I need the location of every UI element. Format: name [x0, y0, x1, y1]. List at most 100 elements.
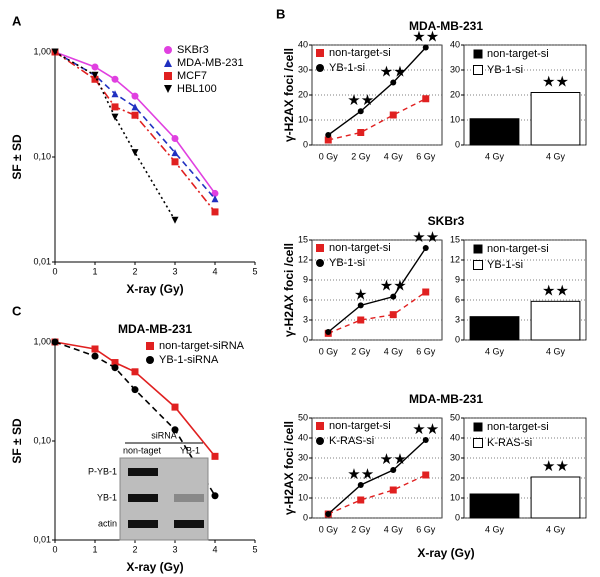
- marker: [325, 511, 332, 517]
- y-tick-label: 40: [298, 39, 308, 49]
- significance: ★★: [380, 278, 407, 295]
- y-tick-label: 0: [455, 139, 460, 149]
- x-tick-label: 4 Gy: [546, 346, 566, 356]
- marker: [473, 438, 483, 448]
- x-tick-label: 0 Gy: [319, 151, 339, 161]
- significance: ★★: [412, 28, 439, 45]
- marker: [390, 293, 397, 300]
- y-tick-label: 3: [455, 314, 460, 324]
- significance: ★★: [542, 73, 569, 90]
- marker: [389, 111, 397, 119]
- marker: [357, 482, 364, 488]
- marker: [111, 90, 119, 98]
- marker: [91, 345, 99, 353]
- x-axis-label: X-ray (Gy): [417, 546, 474, 560]
- inset-column: YB-1: [180, 445, 200, 455]
- blot-band: [174, 494, 204, 502]
- y-tick-label: 20: [450, 472, 460, 482]
- marker: [316, 259, 324, 267]
- y-tick-label: 20: [450, 89, 460, 99]
- x-tick-label: 0 Gy: [319, 524, 339, 534]
- panel-label: C: [12, 303, 22, 318]
- y-tick-label: 0: [303, 334, 308, 344]
- y-tick-label: 15: [298, 234, 308, 244]
- significance: ★★: [347, 466, 374, 483]
- legend-label: YB-1-si: [329, 62, 365, 74]
- series-line: [327, 291, 427, 334]
- series-line: [54, 341, 216, 497]
- marker: [111, 103, 119, 111]
- marker: [390, 79, 397, 86]
- marker: [164, 85, 172, 93]
- x-tick-label: 6 Gy: [416, 151, 436, 161]
- x-tick-label: 6 Gy: [416, 524, 436, 534]
- marker: [422, 288, 430, 296]
- y-tick-label: 40: [450, 432, 460, 442]
- inset-header: siRNA: [151, 430, 177, 440]
- blot-band: [128, 468, 158, 476]
- marker: [325, 132, 332, 138]
- marker: [473, 244, 483, 254]
- plot-frame: [311, 239, 443, 341]
- x-tick-label: 5: [252, 266, 257, 276]
- x-tick-label: 4 Gy: [546, 151, 566, 161]
- x-axis-label: X-ray (Gy): [126, 282, 183, 296]
- significance: ★★: [380, 63, 407, 80]
- x-tick-label: 4 Gy: [384, 524, 404, 534]
- legend-label: non-target-si: [487, 243, 549, 255]
- significance: ★★: [412, 421, 439, 438]
- series-line: [327, 474, 427, 515]
- x-tick-label: 0 Gy: [319, 346, 339, 356]
- marker: [51, 48, 59, 56]
- y-tick-label: 1,00: [33, 46, 51, 56]
- inset-row: YB-1: [97, 492, 117, 502]
- y-axis-label: SF ± SD: [10, 134, 24, 180]
- marker: [473, 422, 483, 432]
- marker: [325, 329, 332, 335]
- x-tick-label: 2: [132, 266, 137, 276]
- marker: [211, 195, 219, 203]
- legend-label: non-target-siRNA: [159, 340, 245, 352]
- marker: [389, 486, 397, 494]
- marker: [422, 471, 430, 479]
- legend-label: non-target-si: [329, 420, 391, 432]
- marker: [422, 95, 430, 103]
- marker: [146, 356, 154, 364]
- marker: [357, 108, 364, 115]
- marker: [357, 302, 364, 309]
- y-tick-label: 30: [450, 452, 460, 462]
- y-tick-label: 20: [298, 472, 308, 482]
- legend-label: MCF7: [177, 70, 207, 82]
- x-tick-label: 4 Gy: [546, 524, 566, 534]
- series-line: [54, 51, 216, 200]
- y-tick-label: 1,00: [33, 336, 51, 346]
- significance: ★★: [412, 229, 439, 246]
- bar: [469, 493, 520, 519]
- marker: [171, 158, 179, 166]
- marker: [316, 64, 324, 72]
- y-tick-label: 20: [298, 89, 308, 99]
- plot-frame: [55, 52, 255, 262]
- y-tick-label: 0,10: [33, 151, 51, 161]
- marker: [171, 426, 179, 434]
- significance: ★★: [347, 92, 374, 109]
- y-tick-label: 0: [303, 512, 308, 522]
- marker: [422, 245, 429, 251]
- marker: [473, 65, 483, 75]
- y-tick-label: 0,01: [33, 256, 51, 266]
- panel-label: B: [276, 6, 285, 21]
- y-tick-label: 50: [450, 412, 460, 422]
- marker: [131, 386, 139, 394]
- y-tick-label: 0: [303, 139, 308, 149]
- y-tick-label: 12: [298, 254, 308, 264]
- legend-label: YB-1-si: [487, 259, 523, 271]
- marker: [111, 359, 119, 367]
- chart-title: MDA-MB-231: [409, 19, 483, 33]
- marker: [91, 352, 99, 360]
- series-line: [54, 51, 176, 221]
- marker: [164, 72, 172, 80]
- marker: [422, 44, 429, 51]
- marker: [91, 63, 99, 71]
- marker: [131, 149, 139, 157]
- x-tick-label: 6 Gy: [416, 346, 436, 356]
